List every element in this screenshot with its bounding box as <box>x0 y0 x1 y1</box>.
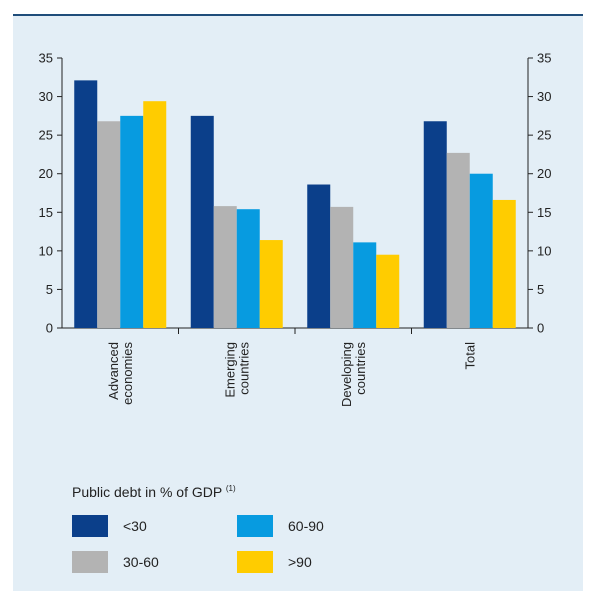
bar <box>446 152 470 328</box>
legend-swatch <box>72 551 108 573</box>
y-tick-label-right: 20 <box>537 166 551 181</box>
y-tick-label-left: 20 <box>39 166 53 181</box>
bar <box>330 206 354 328</box>
y-tick-label-right: 10 <box>537 243 551 258</box>
category-label: Total <box>462 342 477 370</box>
bar <box>143 101 167 328</box>
legend-label: 30-60 <box>123 554 159 570</box>
y-tick-label-left: 25 <box>39 128 53 143</box>
category-label: countries <box>236 342 251 395</box>
bar <box>376 254 400 328</box>
y-tick-label-right: 15 <box>537 205 551 220</box>
category-label: Developing <box>339 342 354 407</box>
bar <box>190 115 214 328</box>
category-label: countries <box>353 342 368 395</box>
category-label: Advanced <box>106 342 121 400</box>
y-tick-label-left: 15 <box>39 205 53 220</box>
bar <box>469 173 493 328</box>
y-tick-label-left: 30 <box>39 89 53 104</box>
category-labels: Advanced economies Emerging countries Develo… <box>106 342 478 408</box>
y-tick-label-right: 25 <box>537 128 551 143</box>
legend-label: 60-90 <box>288 518 324 534</box>
y-tick-label-right: 5 <box>537 282 544 297</box>
y-tick-label-left: 10 <box>39 243 53 258</box>
legend-title-text: Public debt in % of GDP <box>72 484 222 500</box>
legend-swatch <box>72 515 108 537</box>
legend-title: Public debt in % of GDP (1) <box>72 484 236 500</box>
category-label: economies <box>120 342 135 405</box>
legend-label: >90 <box>288 554 312 570</box>
chart-bars <box>74 80 516 328</box>
y-tick-label-left: 0 <box>46 321 53 336</box>
y-tick-label-right: 0 <box>537 321 544 336</box>
bar <box>97 121 121 328</box>
legend-swatch <box>237 515 273 537</box>
legend-title-superscript: (1) <box>226 484 236 493</box>
y-tick-label-left: 5 <box>46 282 53 297</box>
bar <box>74 80 98 328</box>
chart-ticks: 0 0 5 5 10 10 15 15 20 20 25 25 30 30 35 35 <box>39 51 552 336</box>
y-tick-label-right: 35 <box>537 51 551 66</box>
bar <box>423 121 447 328</box>
legend-label: <30 <box>123 518 147 534</box>
bar <box>259 240 283 328</box>
y-tick-label-left: 35 <box>39 51 53 66</box>
bar <box>236 209 260 328</box>
legend-swatch <box>237 551 273 573</box>
y-tick-label-right: 30 <box>537 89 551 104</box>
bar <box>353 242 377 328</box>
bar <box>492 199 516 328</box>
bar <box>307 184 331 328</box>
category-label: Emerging <box>222 342 237 398</box>
bar <box>120 115 144 328</box>
legend: Public debt in % of GDP (1) <30 60-90 30-6… <box>72 484 324 573</box>
bar <box>213 206 237 328</box>
